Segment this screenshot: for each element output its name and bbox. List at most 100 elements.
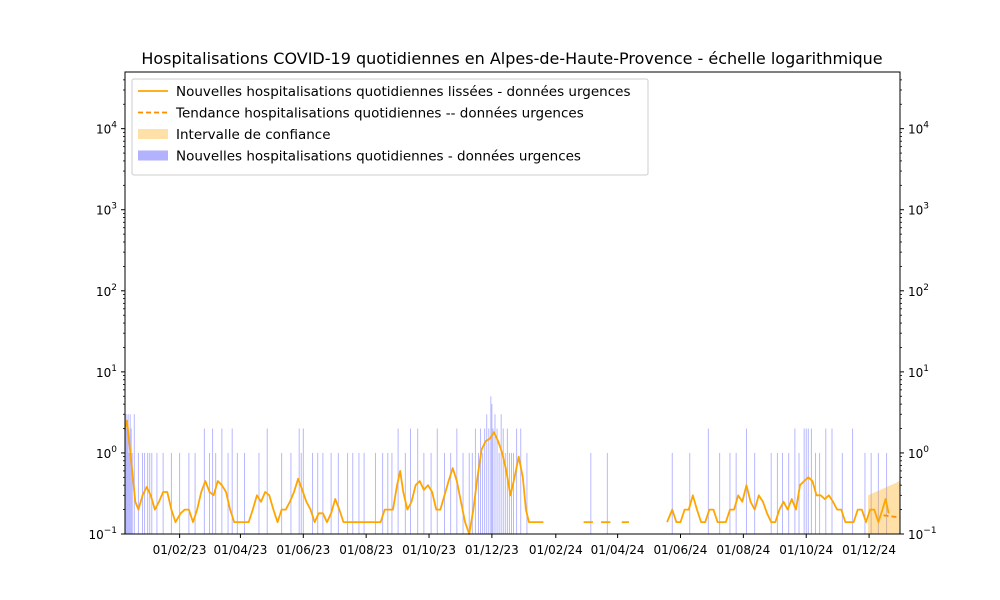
daily-hospitalisation-bar — [363, 452, 365, 534]
daily-hospitalisation-bar — [471, 452, 473, 534]
y-tick-label-left: 100 — [96, 445, 117, 461]
daily-hospitalisation-bar — [520, 428, 522, 534]
daily-hospitalisation-bar — [391, 452, 393, 534]
daily-hospitalisation-bar — [312, 452, 314, 534]
daily-hospitalisation-bar — [494, 414, 496, 534]
daily-hospitalisation-bar — [188, 452, 190, 534]
daily-hospitalisation-bar — [266, 428, 268, 534]
smoothed-hospitalisation-line — [666, 476, 890, 524]
y-tick-label-right: 10−1 — [908, 526, 937, 542]
daily-hospitalisation-bar — [133, 414, 135, 534]
x-axis: 01/02/23 01/04/23 01/06/23 01/08/23 01/10/23… — [153, 534, 896, 557]
legend-swatch-daily-bars — [138, 150, 168, 161]
x-tick-label: 01/08/24 — [716, 543, 770, 557]
x-tick-label: 01/04/24 — [591, 543, 645, 557]
legend: Nouvelles hospitalisations quotidiennes … — [131, 78, 649, 176]
daily-hospitalisation-bar — [227, 452, 229, 534]
daily-hospitalisation-bar — [500, 414, 502, 534]
legend-box — [131, 78, 649, 176]
daily-hospitalisation-bar — [290, 452, 292, 534]
daily-hospitalisation-bar — [478, 452, 479, 534]
daily-hospitalisation-bar — [170, 452, 172, 534]
chart-title: Hospitalisations COVID-19 quotidiennes e… — [141, 49, 882, 68]
daily-hospitalisation-bar — [831, 428, 833, 534]
daily-hospitalisation-bar — [129, 414, 131, 534]
y-axis-right: 10−1 100 101 102 103 104 — [900, 79, 937, 542]
daily-hospitalisation-bar — [841, 452, 843, 534]
daily-hospitalisation-bar — [486, 414, 488, 534]
daily-hospitalisation-bar — [300, 452, 302, 534]
daily-hospitalisation-bar — [526, 452, 528, 534]
daily-hospitalisation-bar — [127, 414, 129, 534]
daily-hospitalisation-bar — [194, 452, 196, 534]
daily-hospitalisation-bar — [352, 452, 354, 534]
daily-hospitalisation-bar — [819, 452, 821, 534]
y-tick-label-left: 102 — [96, 283, 117, 299]
daily-hospitalisation-bar — [468, 452, 470, 534]
daily-hospitalisation-bar — [330, 452, 332, 534]
daily-hospitalisation-bar — [137, 452, 139, 534]
daily-hospitalisation-bar — [382, 452, 384, 534]
x-tick-label: 01/10/24 — [779, 543, 833, 557]
daily-hospitalisation-bar — [302, 428, 304, 534]
y-tick-label-right: 100 — [908, 445, 929, 461]
daily-hospitalisation-bar — [430, 452, 432, 534]
daily-hospitalisation-bar — [179, 452, 181, 534]
daily-hospitalisation-bar — [480, 428, 482, 534]
trend-dashed-line — [883, 514, 901, 519]
daily-hospitalisation-bar — [735, 452, 737, 534]
daily-hospitalisation-bar — [151, 452, 153, 534]
daily-hospitalisation-bar — [244, 452, 246, 534]
confidence-band-layer — [868, 481, 900, 534]
legend-label: Intervalle de confiance — [176, 127, 331, 143]
legend-label: Nouvelles hospitalisations quotidiennes … — [176, 84, 630, 100]
daily-hospitalisation-bar — [125, 414, 127, 534]
daily-hospitalisation-bar — [492, 428, 494, 534]
daily-hospitalisation-bar — [825, 428, 827, 534]
daily-hospitalisation-bar — [417, 428, 419, 534]
daily-hospitalisation-bar — [126, 428, 128, 534]
daily-hospitalisation-bar — [450, 452, 452, 534]
daily-hospitalisation-bar — [144, 452, 146, 534]
daily-hospitalisation-bar — [423, 452, 425, 534]
daily-hospitalisation-bar — [729, 452, 731, 534]
daily-hospitalisation-bar — [317, 452, 319, 534]
x-tick-label: 01/02/23 — [153, 543, 207, 557]
y-tick-label-left: 103 — [96, 202, 117, 218]
daily-hospitalisation-bar — [212, 428, 214, 534]
daily-hospitalisation-bar — [410, 428, 411, 534]
daily-hospitalisation-bar — [770, 452, 772, 534]
daily-hospitalisation-bar — [886, 452, 888, 534]
daily-hospitalisation-bar — [484, 428, 486, 534]
daily-hospitalisation-bar — [606, 452, 608, 534]
daily-hospitalisation-bar — [590, 452, 592, 534]
y-tick-label-left: 10−1 — [88, 526, 117, 542]
x-tick-label: 01/08/23 — [339, 543, 393, 557]
daily-hospitalisation-bar — [347, 452, 349, 534]
daily-hospitalisation-bar — [496, 428, 498, 534]
daily-hospitalisation-bar — [782, 452, 783, 534]
daily-hospitalisation-bar — [807, 428, 809, 534]
daily-hospitalisation-bar — [707, 428, 709, 534]
daily-hospitalisation-bar — [488, 428, 490, 534]
daily-hospitalisation-bar — [864, 452, 866, 534]
daily-hospitalisation-bar — [209, 452, 210, 534]
daily-hospitalisation-bar — [221, 428, 223, 534]
daily-hospitalisation-bar — [322, 452, 324, 534]
x-tick-label: 01/12/23 — [465, 543, 519, 557]
daily-hospitalisation-bar — [387, 452, 389, 534]
daily-hospitalisation-bar — [147, 452, 149, 534]
x-tick-label: 01/04/23 — [213, 543, 267, 557]
daily-hospitalisation-bar — [794, 428, 796, 534]
legend-label: Tendance hospitalisations quotidiennes -… — [175, 106, 584, 122]
y-tick-label-right: 103 — [908, 202, 929, 218]
legend-label: Nouvelles hospitalisations quotidiennes … — [176, 149, 581, 165]
x-tick-label: 01/10/23 — [402, 543, 456, 557]
smoothed-hospitalisation-line — [124, 419, 544, 535]
daily-hospitalisation-bar — [776, 452, 778, 534]
daily-hospitalisation-bar — [498, 452, 500, 534]
x-tick-label: 01/02/24 — [529, 543, 583, 557]
daily-hospitalisation-bar — [689, 452, 691, 534]
daily-hospitalisation-bar — [502, 428, 504, 534]
